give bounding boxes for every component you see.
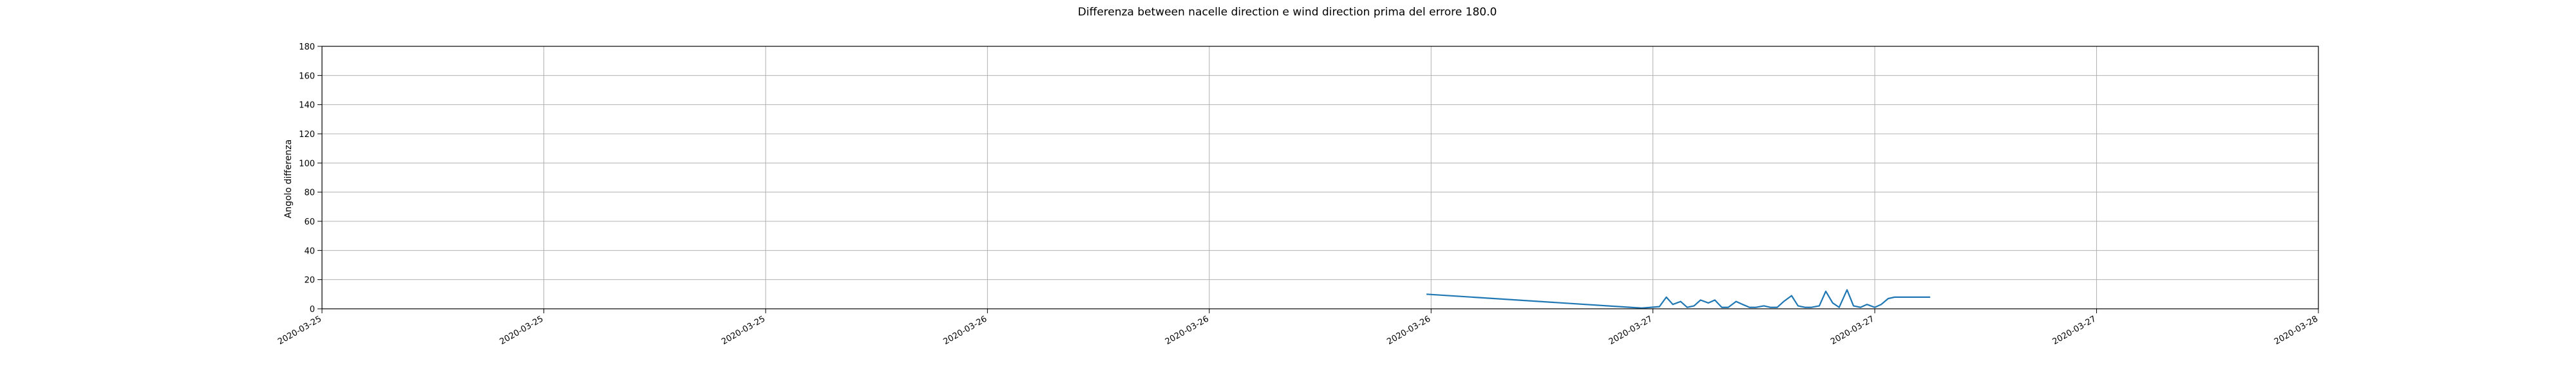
y-tick-label: 0 <box>310 305 315 315</box>
series-line <box>1426 289 1931 309</box>
y-tick-label: 80 <box>304 188 315 198</box>
y-tick-label: 60 <box>304 217 315 227</box>
y-tick-label: 140 <box>299 101 315 111</box>
axes-frame <box>321 46 2319 309</box>
x-tick-label: 2020-03-25 <box>276 314 323 347</box>
plot-area <box>1426 289 1931 309</box>
y-tick-label: 160 <box>299 71 315 81</box>
x-tick-label: 2020-03-28 <box>2273 314 2320 347</box>
x-tick-label: 2020-03-26 <box>1164 314 1211 347</box>
x-tick-label: 2020-03-26 <box>942 314 989 347</box>
y-tick-label: 20 <box>304 276 315 286</box>
chart-title: Differenza between nacelle direction e w… <box>1078 6 1497 19</box>
x-tick-label: 2020-03-25 <box>498 314 545 347</box>
axis-ticks: 0 20 40 60 80 100 120 140 160 180 2020-03-25 2020-0… <box>276 42 2320 347</box>
x-tick-label: 2020-03-27 <box>2051 314 2098 347</box>
y-axis-label: Angolo differenza <box>283 140 294 219</box>
x-tick-label: 2020-03-25 <box>720 314 767 347</box>
x-tick-label: 2020-03-27 <box>1607 314 1654 347</box>
y-tick-label: 100 <box>299 159 315 169</box>
x-tick-label: 2020-03-26 <box>1385 314 1432 347</box>
grid <box>321 46 2319 309</box>
x-tick-label: 2020-03-27 <box>1829 314 1876 347</box>
y-tick-label: 120 <box>299 130 315 140</box>
y-tick-label: 40 <box>304 246 315 256</box>
y-tick-label: 180 <box>299 42 315 52</box>
